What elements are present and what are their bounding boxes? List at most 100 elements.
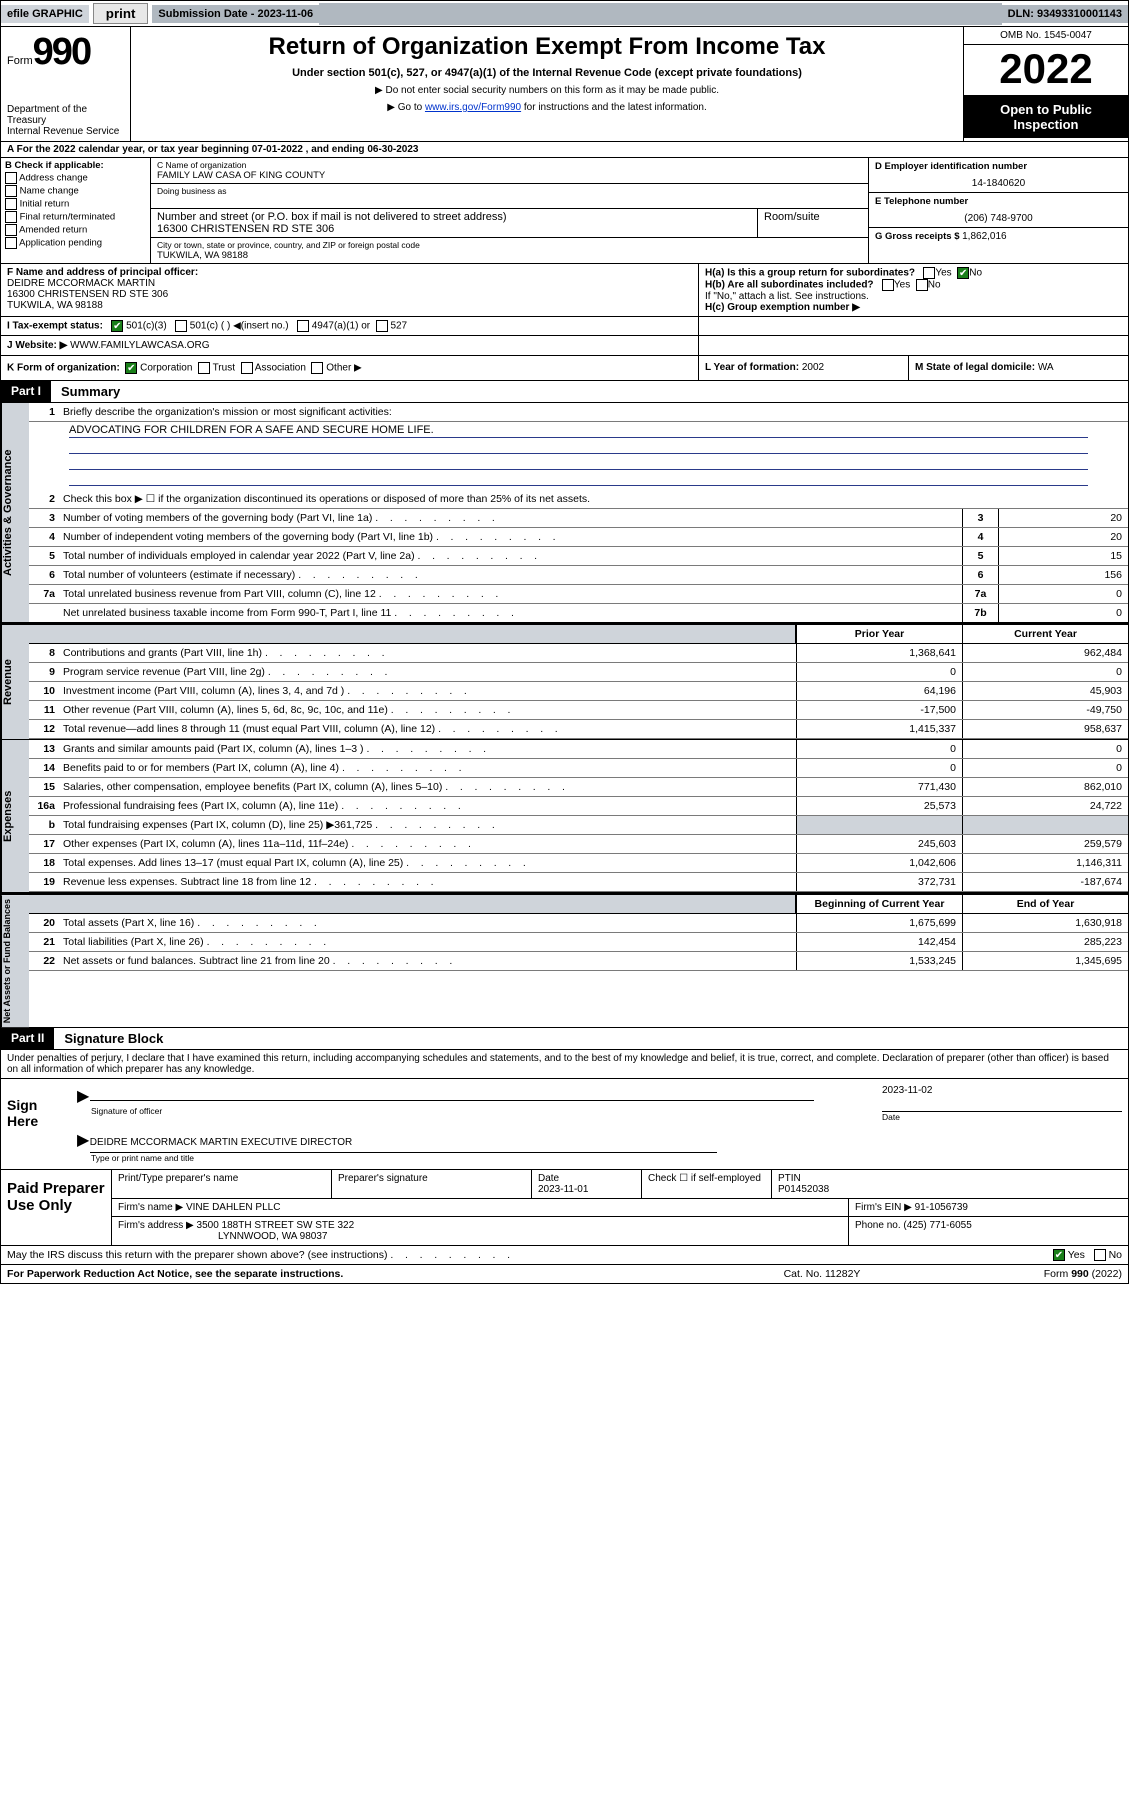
i-label: I Tax-exempt status: <box>7 321 103 332</box>
form-of-org: K Form of organization: ✔ Corporation Tr… <box>1 356 698 380</box>
lbl-trust: Trust <box>213 363 235 374</box>
cb-name-change[interactable]: Name change <box>5 185 146 197</box>
cb-final-return[interactable]: Final return/terminated <box>5 211 146 223</box>
p-check-label: Check ☐ if self-employed <box>648 1173 765 1184</box>
ein-label: D Employer identification number <box>875 161 1122 172</box>
form-subtitle: Under section 501(c), 527, or 4947(a)(1)… <box>139 67 955 79</box>
lbl-501c3: 501(c)(3) <box>126 321 167 332</box>
dept-treasury: Department of the Treasury <box>7 104 124 126</box>
dln-label: DLN: <box>1008 8 1037 20</box>
dln: DLN: 93493310001143 <box>1002 5 1128 23</box>
hb-yes-checkbox[interactable] <box>882 279 894 291</box>
cb-corp[interactable]: ✔ <box>125 362 137 374</box>
ha-no-label: No <box>969 268 982 279</box>
sig-name-value: DEIDRE MCCORMACK MARTIN EXECUTIVE DIRECT… <box>90 1137 352 1148</box>
city-cell: City or town, state or province, country… <box>151 238 868 263</box>
ha-yes-label: Yes <box>935 268 951 279</box>
hdr-begin-year: Beginning of Current Year <box>796 895 962 913</box>
gross-label: G Gross receipts $ <box>875 231 962 242</box>
open-inspection-badge: Open to Public Inspection <box>964 96 1128 138</box>
cb-initial-return[interactable]: Initial return <box>5 198 146 210</box>
may-answers: ✔ Yes No <box>1053 1249 1122 1261</box>
l-label: L Year of formation: <box>705 362 802 373</box>
p-addr-label: Firm's address ▶ <box>118 1220 197 1231</box>
line-b: bTotal fundraising expenses (Part IX, co… <box>29 816 1128 835</box>
submission-date-value: 2023-11-06 <box>257 8 313 20</box>
cb-application-pending[interactable]: Application pending <box>5 237 146 249</box>
tax-year: 2022 <box>964 45 1128 96</box>
form-prefix: Form <box>7 55 33 67</box>
may-yes-checkbox[interactable]: ✔ <box>1053 1249 1065 1261</box>
cb-501c[interactable] <box>175 320 187 332</box>
cb-trust[interactable] <box>198 362 210 374</box>
hb-row: H(b) Are all subordinates included? Yes … <box>705 279 1122 291</box>
p-name-label: Print/Type preparer's name <box>118 1173 325 1184</box>
principal-officer: F Name and address of principal officer:… <box>1 264 698 316</box>
cat-no: Cat. No. 11282Y <box>722 1268 922 1280</box>
sign-here-block: Sign Here ▶ Signature of officer 2023-11… <box>0 1079 1129 1170</box>
expenses-body: 13Grants and similar amounts paid (Part … <box>29 740 1128 892</box>
org-name-label: C Name of organization <box>157 160 862 170</box>
street-label: Number and street (or P.O. box if mail i… <box>157 211 751 223</box>
sig-date-label: Date <box>882 1112 1122 1122</box>
paid-preparer-block: Paid Preparer Use Only Print/Type prepar… <box>0 1170 1129 1246</box>
p-date-label: Date <box>538 1173 635 1184</box>
p-date-value: 2023-11-01 <box>538 1184 635 1195</box>
cb-assoc[interactable] <box>241 362 253 374</box>
form-number: Form990 <box>7 31 124 74</box>
omb-number: OMB No. 1545-0047 <box>964 27 1128 45</box>
may-no-label: No <box>1109 1249 1122 1261</box>
ha-yes-checkbox[interactable] <box>923 267 935 279</box>
phone-value: (206) 748-9700 <box>875 213 1122 224</box>
p-addr2: LYNNWOOD, WA 98037 <box>218 1231 327 1242</box>
preparer-row-1: Print/Type preparer's name Preparer's si… <box>111 1170 1128 1199</box>
perjury-declaration: Under penalties of perjury, I declare th… <box>0 1050 1129 1079</box>
cb-4947[interactable] <box>297 320 309 332</box>
line-12: 12Total revenue—add lines 8 through 11 (… <box>29 720 1128 739</box>
cb-address-change[interactable]: Address change <box>5 172 146 184</box>
city-label: City or town, state or province, country… <box>157 240 862 250</box>
p-phone-label: Phone no. <box>855 1220 903 1231</box>
page-footer: For Paperwork Reduction Act Notice, see … <box>0 1265 1129 1284</box>
part-2-tag: Part II <box>1 1028 54 1049</box>
p-ptin-value: P01452038 <box>778 1184 1122 1195</box>
preparer-row-3: Firm's address ▶ 3500 188TH STREET SW ST… <box>111 1217 1128 1245</box>
side-expenses: Expenses <box>1 740 29 892</box>
cb-other[interactable] <box>311 362 323 374</box>
irs-link[interactable]: www.irs.gov/Form990 <box>425 102 521 113</box>
hb-yes-label: Yes <box>894 280 910 291</box>
line-17: 17Other expenses (Part IX, column (A), l… <box>29 835 1128 854</box>
room-cell: Room/suite <box>758 209 868 237</box>
print-button[interactable]: print <box>93 3 149 24</box>
may-no-checkbox[interactable] <box>1094 1249 1106 1261</box>
cb-amended-return[interactable]: Amended return <box>5 224 146 236</box>
form-header: Form990 Department of the Treasury Inter… <box>0 27 1129 142</box>
line-8: 8Contributions and grants (Part VIII, li… <box>29 644 1128 663</box>
website-label: J Website: ▶ <box>7 340 70 351</box>
k-row: K Form of organization: ✔ Corporation Tr… <box>0 356 1129 381</box>
line-14: 14Benefits paid to or for members (Part … <box>29 759 1128 778</box>
part-1-tag: Part I <box>1 381 51 402</box>
line-10: 10Investment income (Part VIII, column (… <box>29 682 1128 701</box>
hint-no-ssn: ▶ Do not enter social security numbers o… <box>139 85 955 96</box>
cb-527[interactable] <box>376 320 388 332</box>
col-d-contact: D Employer identification number 14-1840… <box>868 158 1128 263</box>
lbl-527: 527 <box>390 321 407 332</box>
dln-value: 93493310001143 <box>1037 8 1122 20</box>
p-ein-value: 91-1056739 <box>915 1202 968 1213</box>
hdr-end-year: End of Year <box>962 895 1128 913</box>
net-body: Beginning of Current Year End of Year 20… <box>29 895 1128 1027</box>
hint-goto-post: for instructions and the latest informat… <box>521 102 707 113</box>
ag-line-7a: 7aTotal unrelated business revenue from … <box>29 585 1128 604</box>
hb-no-checkbox[interactable] <box>916 279 928 291</box>
tax-exempt-status: I Tax-exempt status: ✔ 501(c)(3) 501(c) … <box>1 317 698 335</box>
cb-501c3[interactable]: ✔ <box>111 320 123 332</box>
part-1-net-assets: Net Assets or Fund Balances Beginning of… <box>0 893 1129 1028</box>
l-value: 2002 <box>802 362 824 373</box>
form-title: Return of Organization Exempt From Incom… <box>139 33 955 61</box>
ha-no-checkbox[interactable]: ✔ <box>957 267 969 279</box>
i-row: I Tax-exempt status: ✔ 501(c)(3) 501(c) … <box>0 317 1129 336</box>
hdr-prior-year: Prior Year <box>796 625 962 643</box>
part-1-header: Part I Summary <box>0 381 1129 403</box>
officer-label: F Name and address of principal officer: <box>7 267 198 278</box>
